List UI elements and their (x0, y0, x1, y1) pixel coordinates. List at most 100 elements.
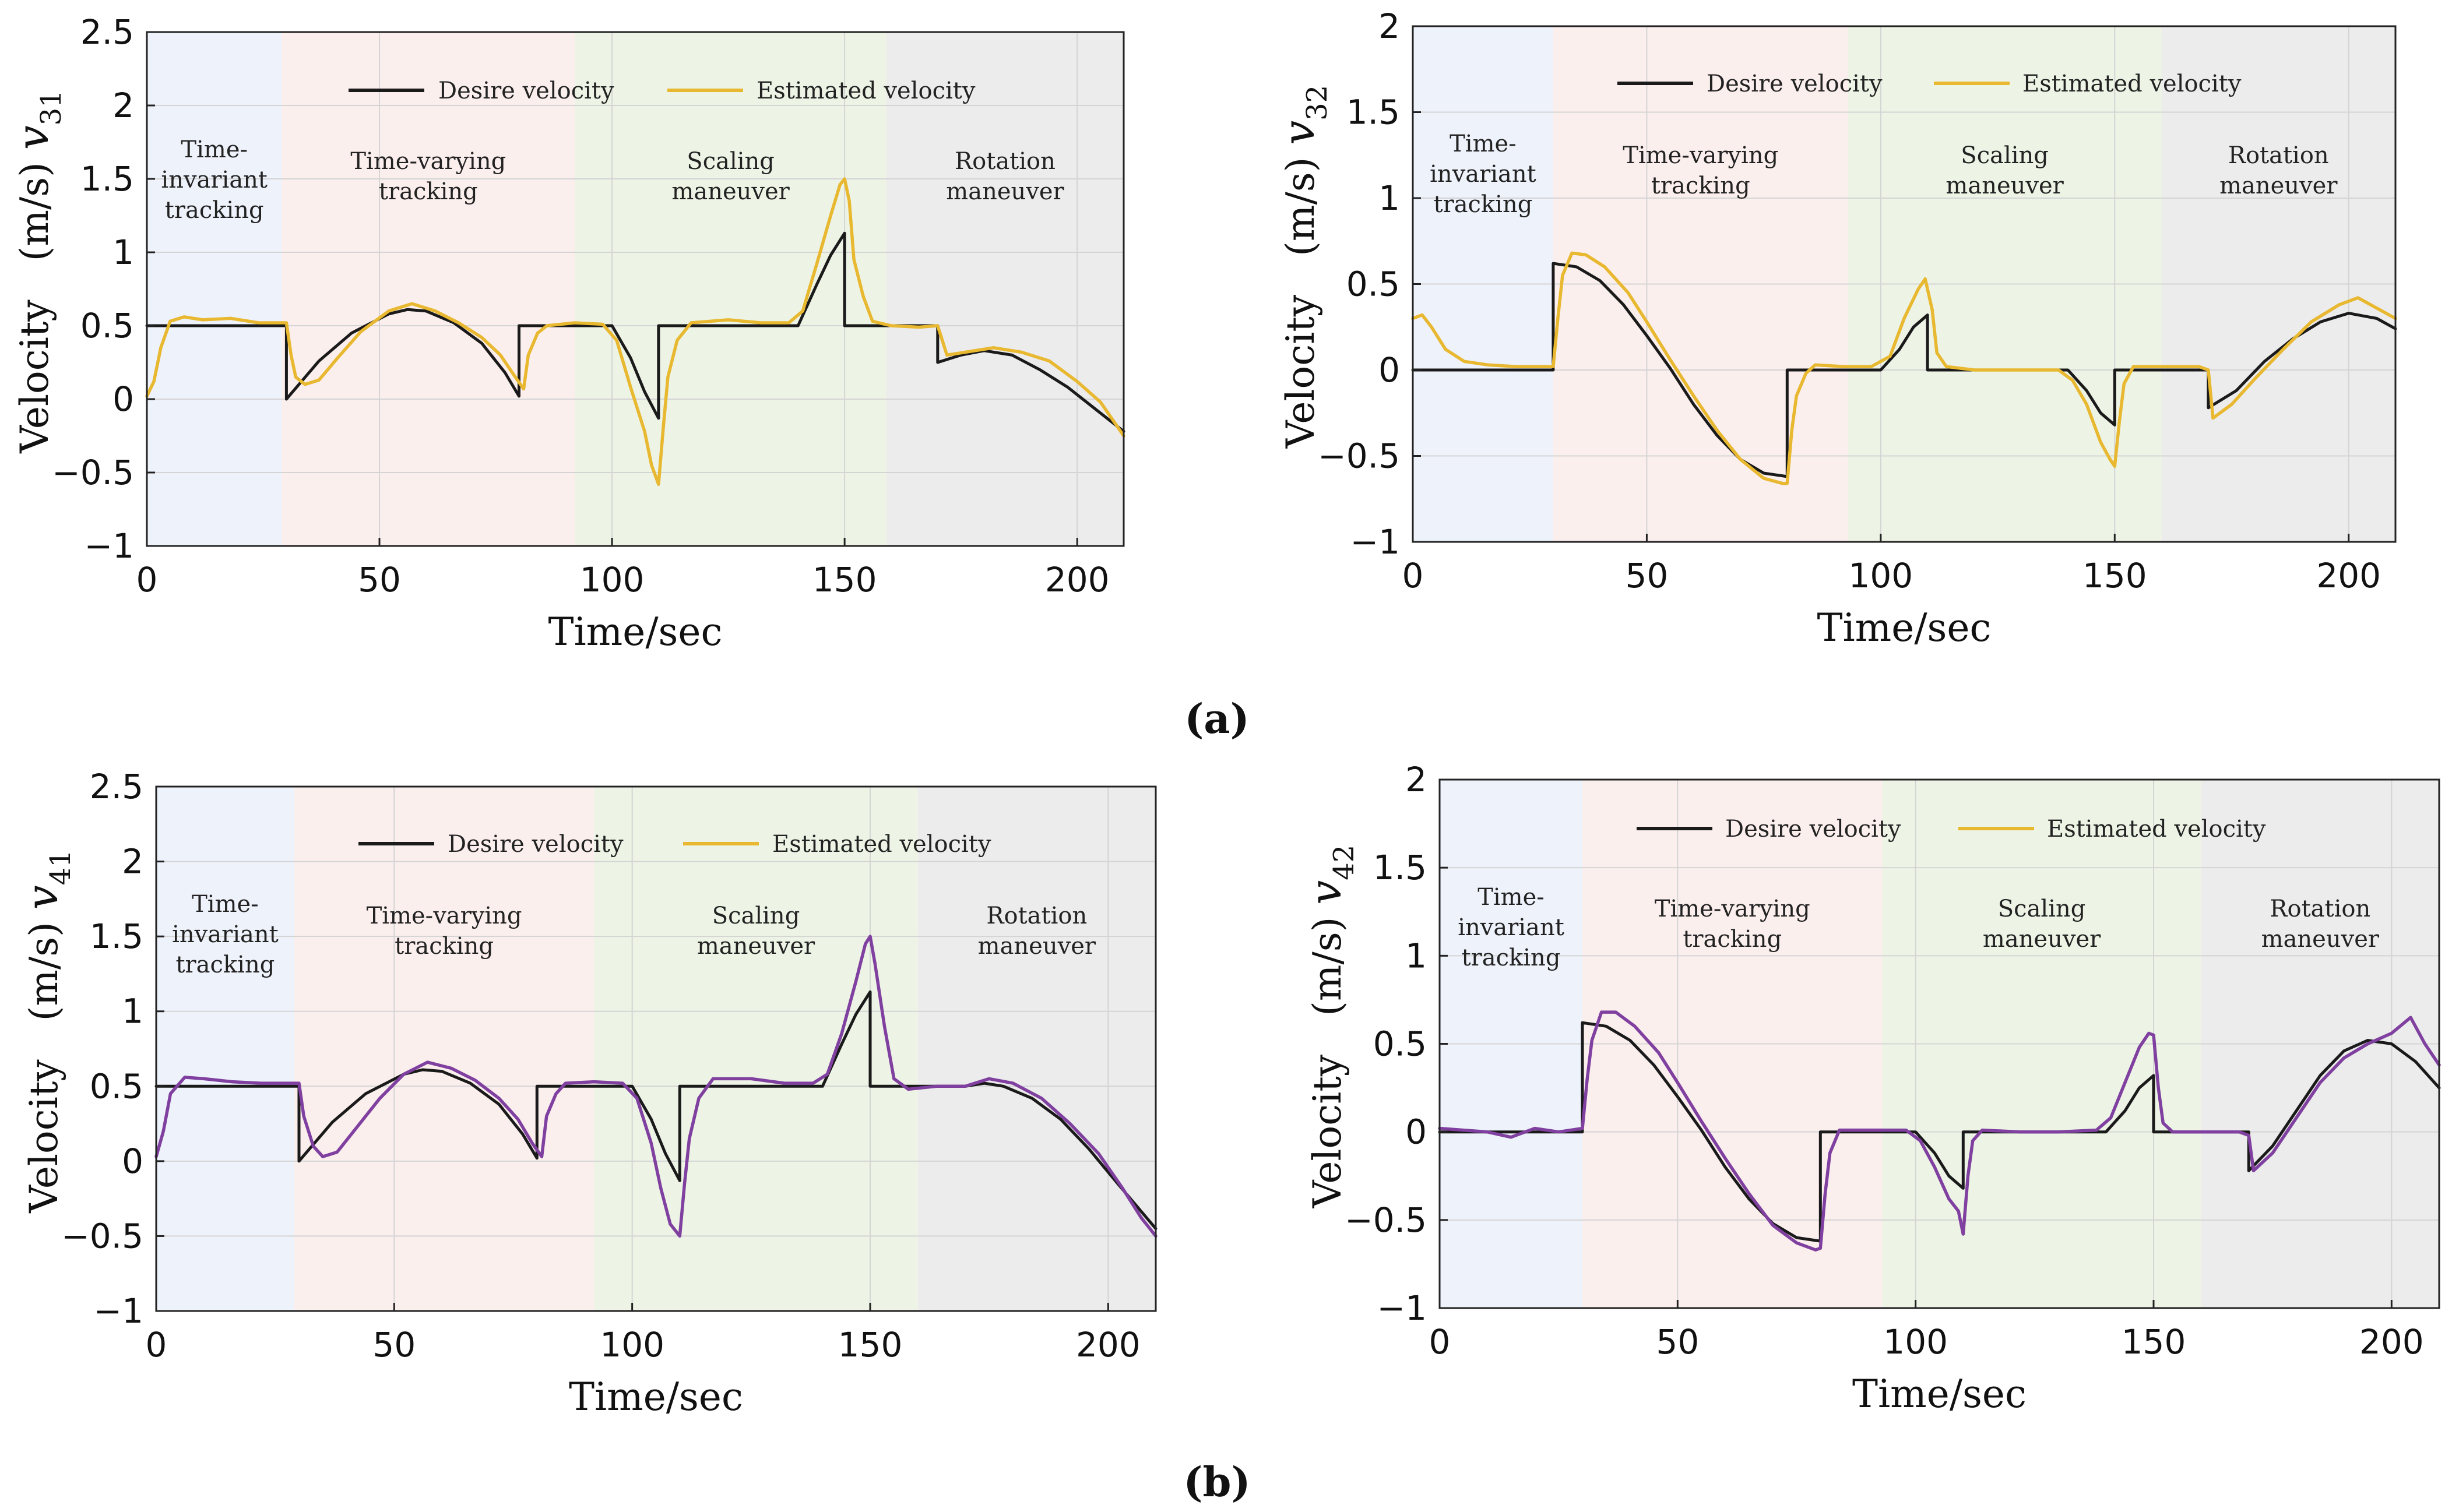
x-axis-label: Time/sec (1817, 605, 1992, 650)
y-tick-label: 0.5 (90, 1066, 143, 1106)
estimated-velocity-line-v42 (1438, 1010, 2441, 1252)
legend-label-estimated: Estimated velocity (757, 77, 976, 104)
phase-band-3 (594, 787, 918, 1311)
phase-band-1 (147, 32, 282, 546)
y-tick-label: 1 (1378, 178, 1400, 218)
desire-velocity-line-v42 (1438, 1021, 2441, 1243)
y-tick-label: −0.5 (1318, 436, 1400, 476)
phase-label-2: Time-varying tracking (1623, 142, 1778, 199)
x-tick-label: 150 (2122, 1322, 2186, 1362)
y-tick-label: −1 (94, 1291, 144, 1331)
phase-band-2 (294, 787, 594, 1311)
y-tick-label: −1 (1350, 522, 1401, 562)
x-tick-label: 50 (1656, 1322, 1699, 1362)
y-tick-label: −1 (85, 526, 135, 566)
phase-label-1: Time-invariant tracking (161, 136, 268, 224)
x-axis-label: Time/sec (1852, 1372, 2027, 1416)
y-tick-label: 1.5 (1373, 848, 1427, 887)
legend-label-desire: Desire velocity (1725, 816, 1901, 843)
phase-label-4: Rotation maneuver (2219, 142, 2338, 199)
y-axis-label: Velocity (m/s) v42 (1301, 845, 1360, 1208)
legend-label-estimated: Estimated velocity (2047, 816, 2266, 843)
phase-label-2: Time-varying tracking (350, 148, 506, 205)
y-tick-label: 0 (1378, 350, 1400, 390)
phase-label-1: Time-invariant tracking (1430, 131, 1536, 218)
x-tick-label: 100 (1848, 556, 1913, 595)
x-tick-label: 0 (1402, 556, 1424, 595)
axes-frame (155, 785, 1157, 1312)
x-tick-label: 50 (358, 560, 401, 600)
y-tick-label: 2 (1378, 6, 1400, 46)
y-tick-label: 2 (1405, 760, 1427, 799)
x-tick-label: 50 (372, 1325, 416, 1365)
y-tick-label: 0 (1405, 1112, 1427, 1152)
phase-label-1: Time-invariant tracking (172, 891, 279, 978)
x-tick-label: 150 (838, 1325, 903, 1365)
legend-label-estimated: Estimated velocity (2022, 71, 2242, 97)
y-tick-label: 2 (112, 86, 134, 125)
y-tick-label: −0.5 (52, 453, 134, 492)
x-tick-label: 100 (1883, 1322, 1948, 1362)
y-tick-label: −1 (1377, 1288, 1427, 1328)
x-tick-label: 200 (1045, 560, 1110, 600)
y-tick-label: 0 (122, 1141, 143, 1181)
y-axis-label: Velocity (m/s) v32 (1274, 85, 1334, 449)
desire-velocity-line-v32 (1411, 262, 2397, 478)
phase-label-1: Time-invariant tracking (1458, 884, 1564, 971)
y-tick-label: 2.5 (90, 767, 143, 806)
phase-label-3: Scaling maneuver (697, 903, 815, 960)
legend-label-desire: Desire velocity (448, 831, 624, 858)
y-tick-label: 1.5 (90, 917, 143, 956)
y-axis-label: Velocity (m/s) v31 (8, 90, 68, 453)
y-tick-label: −0.5 (61, 1216, 143, 1256)
y-tick-label: 0.5 (1373, 1024, 1427, 1064)
y-tick-label: 0.5 (1346, 265, 1400, 304)
legend-label-desire: Desire velocity (438, 77, 614, 104)
x-axis-label: Time/sec (569, 1374, 743, 1419)
chart-panel-v42: Time-invariant tracking Time-varying tracki… (1301, 760, 2441, 1416)
x-tick-label: 0 (146, 1325, 167, 1365)
x-tick-label: 0 (1429, 1322, 1451, 1362)
phase-label-4: Rotation maneuver (978, 903, 1096, 960)
phase-label-3: Scaling maneuver (1946, 142, 2064, 199)
phase-band-3 (575, 32, 886, 546)
phase-label-3: Scaling maneuver (671, 148, 790, 205)
axes-frame (146, 31, 1125, 547)
x-tick-label: 200 (1076, 1325, 1141, 1365)
phase-label-2: Time-varying tracking (367, 903, 522, 960)
legend-label-estimated: Estimated velocity (772, 831, 991, 858)
caption-a: (a) (1184, 695, 1250, 743)
phase-label-3: Scaling maneuver (1983, 896, 2101, 953)
phase-band-2 (282, 32, 575, 546)
y-tick-label: 1 (112, 232, 134, 272)
estimated-velocity-line-v41 (154, 935, 1158, 1238)
y-tick-label: 2 (122, 842, 143, 882)
phase-band-4 (886, 32, 1124, 546)
y-tick-label: 1.5 (80, 159, 134, 199)
y-axis-label: Velocity (m/s) v41 (17, 850, 77, 1213)
phase-label-4: Rotation maneuver (2261, 896, 2380, 953)
caption-b: (b) (1183, 1458, 1250, 1506)
y-tick-label: 0.5 (80, 306, 134, 346)
y-tick-label: 0 (112, 379, 134, 419)
phase-label-4: Rotation maneuver (946, 148, 1064, 205)
x-tick-label: 150 (2082, 556, 2147, 595)
y-tick-label: 1.5 (1346, 93, 1400, 132)
x-tick-label: 200 (2359, 1322, 2424, 1362)
estimated-velocity-line-v32 (1411, 251, 2397, 485)
estimated-velocity-line-v31 (145, 177, 1125, 486)
legend-label-desire: Desire velocity (1707, 71, 1883, 97)
y-tick-label: 1 (1405, 936, 1427, 975)
x-tick-label: 100 (600, 1325, 664, 1365)
x-tick-label: 150 (812, 560, 877, 600)
y-tick-label: 2.5 (80, 12, 134, 52)
x-axis-label: Time/sec (548, 609, 723, 654)
x-tick-label: 50 (1626, 556, 1669, 595)
x-tick-label: 200 (2316, 556, 2381, 595)
chart-panel-v32: Time-invariant tracking Time-varying tracki… (1274, 6, 2397, 650)
x-tick-label: 100 (580, 560, 645, 600)
phase-band-1 (156, 787, 294, 1311)
phase-label-2: Time-varying tracking (1655, 896, 1810, 953)
chart-panel-v41: Time-invariant tracking Time-varying tracki… (17, 767, 1158, 1419)
